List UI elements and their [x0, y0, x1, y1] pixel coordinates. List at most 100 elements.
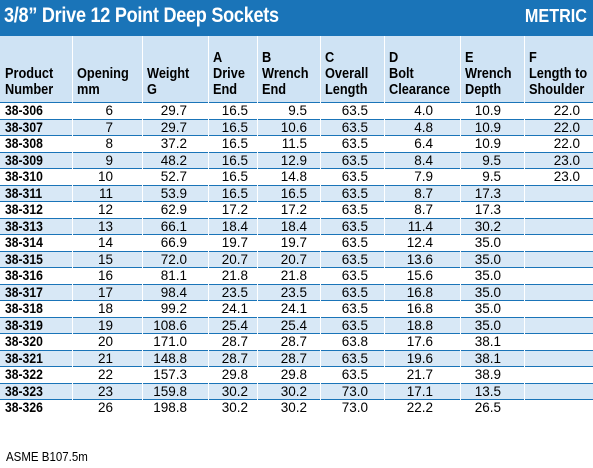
c-cell: 63.5 — [341, 317, 368, 333]
product-number-cell: 38-308 — [5, 136, 43, 151]
e-cell: 35.0 — [474, 301, 501, 316]
a-cell: 23.5 — [221, 284, 248, 300]
d-cell: 16.8 — [406, 284, 433, 300]
product-number-cell: 38-322 — [5, 367, 43, 382]
header-c: C Overall Length — [325, 36, 374, 102]
header-c-line: Length — [325, 82, 368, 98]
header-e: E Wrench Depth — [465, 36, 518, 102]
d-cell: 4.0 — [414, 103, 433, 118]
weight-cell: 29.7 — [160, 103, 187, 118]
opening-cell: 12 — [97, 202, 113, 217]
table-row: 38-309 9 48.2 16.5 12.9 63.5 8.4 9.5 23.0 — [0, 151, 593, 168]
opening-cell: 7 — [105, 119, 113, 135]
table-body: 38-306 6 29.7 16.5 9.5 63.5 4.0 10.9 22.0 38-307 7… — [0, 102, 593, 416]
f-cell: 22.0 — [553, 103, 580, 118]
f-cell: 23.0 — [553, 169, 580, 184]
c-cell: 63.5 — [341, 235, 368, 250]
header-product-line: Number — [5, 82, 54, 98]
table-row: 38-307 7 29.7 16.5 10.6 63.5 4.8 10.9 22.0 — [0, 118, 593, 135]
d-cell: 8.4 — [414, 152, 433, 168]
weight-cell: 72.0 — [160, 251, 187, 267]
weight-cell: 171.0 — [153, 334, 187, 349]
f-cell: 22.0 — [553, 136, 580, 151]
opening-cell: 19 — [97, 317, 113, 333]
c-cell: 63.5 — [341, 103, 368, 118]
a-cell: 16.5 — [221, 136, 248, 151]
product-number-cell: 38-317 — [5, 284, 43, 300]
d-cell: 17.1 — [406, 383, 433, 399]
header-b-line: End — [262, 82, 287, 98]
header-product-line: Product — [5, 66, 54, 82]
c-cell: 63.5 — [341, 218, 368, 234]
weight-cell: 148.8 — [153, 350, 187, 366]
socket-spec-table: 3/8” Drive 12 Point Deep Sockets METRIC … — [0, 0, 593, 440]
c-cell: 63.5 — [341, 367, 368, 382]
e-cell: 9.5 — [482, 169, 501, 184]
opening-cell: 13 — [97, 218, 113, 234]
e-cell: 10.9 — [474, 103, 501, 118]
b-cell: 24.1 — [280, 301, 307, 316]
b-cell: 21.8 — [280, 268, 307, 283]
opening-cell: 9 — [105, 152, 113, 168]
header-a-line: A — [213, 50, 223, 66]
header-c-line: Overall — [325, 66, 369, 82]
product-number-cell: 38-309 — [5, 152, 43, 168]
header-b: B Wrench End — [262, 36, 315, 102]
a-cell: 17.2 — [221, 202, 248, 217]
d-cell: 19.6 — [406, 350, 433, 366]
b-cell: 11.5 — [281, 136, 307, 151]
c-cell: 63.5 — [341, 268, 368, 283]
a-cell: 16.5 — [221, 185, 248, 201]
table-title: 3/8” Drive 12 Point Deep Sockets — [4, 4, 279, 27]
c-cell: 63.8 — [341, 334, 368, 349]
column-divider — [257, 36, 258, 440]
column-divider — [142, 36, 143, 440]
a-cell: 16.5 — [221, 103, 248, 118]
product-number-cell: 38-310 — [5, 169, 43, 184]
product-number-cell: 38-326 — [5, 400, 43, 415]
table-row: 38-315 15 72.0 20.7 20.7 63.5 13.6 35.0 — [0, 250, 593, 267]
weight-cell: 37.2 — [160, 136, 187, 151]
weight-cell: 66.9 — [160, 235, 187, 250]
header-weight-line: G — [147, 82, 157, 98]
b-cell: 30.2 — [280, 400, 307, 415]
opening-cell: 20 — [97, 334, 113, 349]
product-number-cell: 38-316 — [5, 268, 43, 283]
d-cell: 22.2 — [406, 400, 433, 415]
weight-cell: 159.8 — [153, 383, 187, 399]
table-row: 38-317 17 98.4 23.5 23.5 63.5 16.8 35.0 — [0, 283, 593, 300]
a-cell: 20.7 — [221, 251, 248, 267]
a-cell: 21.8 — [221, 268, 248, 283]
header-e-line: Wrench — [465, 66, 512, 82]
a-cell: 25.4 — [221, 317, 248, 333]
d-cell: 21.7 — [406, 367, 433, 382]
b-cell: 30.2 — [280, 383, 307, 399]
opening-cell: 26 — [97, 400, 113, 415]
e-cell: 13.5 — [474, 383, 501, 399]
weight-cell: 157.3 — [153, 367, 187, 382]
d-cell: 16.8 — [406, 301, 433, 316]
e-cell: 38.1 — [474, 334, 501, 349]
column-divider — [208, 36, 209, 440]
weight-cell: 29.7 — [160, 119, 187, 135]
b-cell: 17.2 — [280, 202, 307, 217]
product-number-cell: 38-315 — [5, 251, 43, 267]
product-number-cell: 38-323 — [5, 383, 43, 399]
a-cell: 29.8 — [221, 367, 248, 382]
opening-cell: 14 — [97, 235, 113, 250]
c-cell: 63.5 — [341, 169, 368, 184]
product-number-cell: 38-314 — [5, 235, 43, 250]
d-cell: 12.4 — [406, 235, 433, 250]
header-b-line: Wrench — [262, 66, 309, 82]
weight-cell: 108.6 — [153, 317, 187, 333]
c-cell: 73.0 — [341, 400, 368, 415]
c-cell: 63.5 — [341, 284, 368, 300]
a-cell: 16.5 — [221, 169, 248, 184]
a-cell: 16.5 — [221, 119, 248, 135]
header-d: D Bolt Clearance — [389, 36, 458, 102]
header-opening-line: mm — [77, 82, 100, 98]
product-number-cell: 38-312 — [5, 202, 43, 217]
a-cell: 16.5 — [221, 152, 248, 168]
weight-cell: 62.9 — [160, 202, 187, 217]
table-row: 38-311 11 53.9 16.5 16.5 63.5 8.7 17.3 — [0, 184, 593, 201]
